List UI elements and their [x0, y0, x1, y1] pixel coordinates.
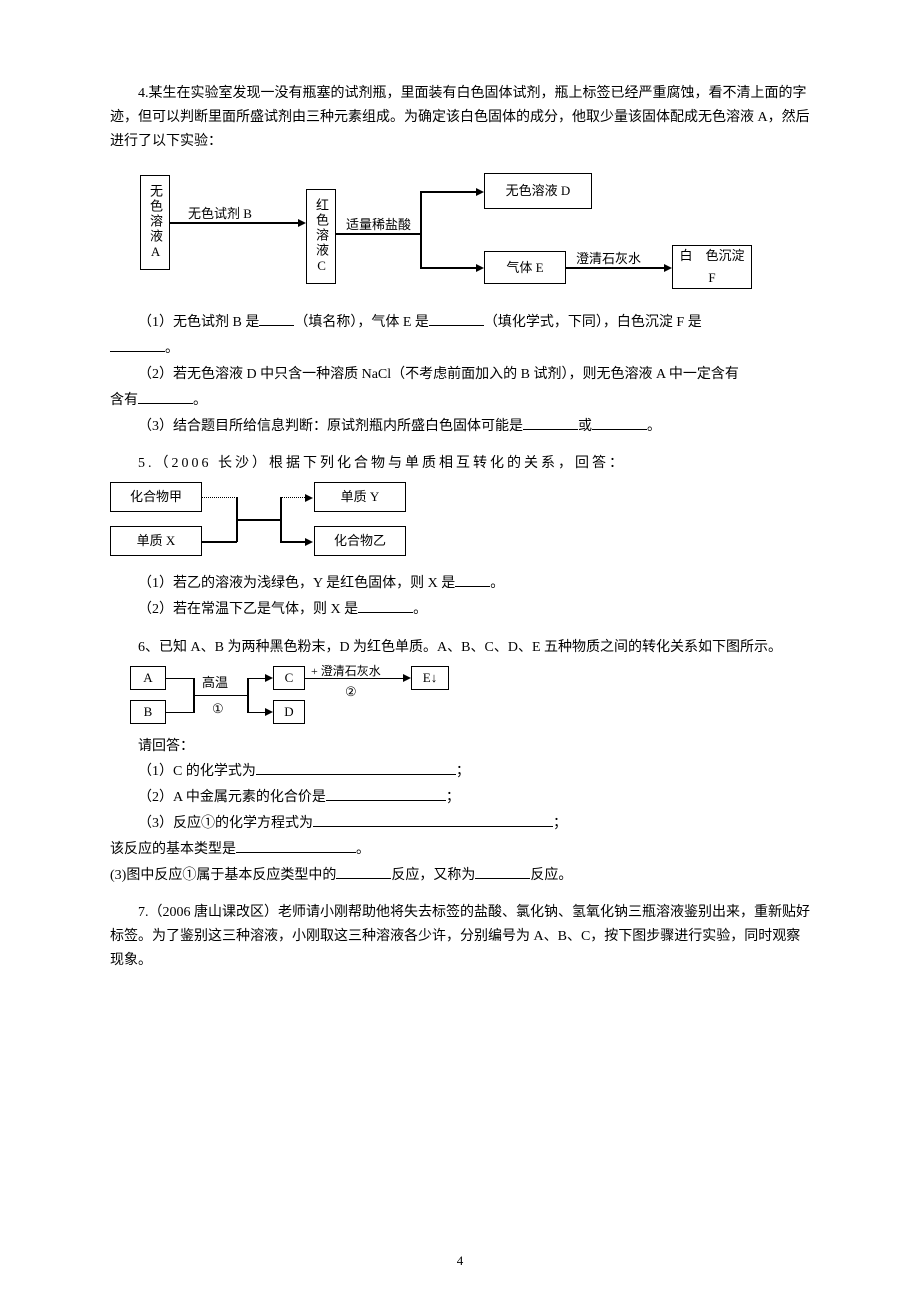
q6-lbl-hi: 高温: [202, 672, 228, 694]
q6-intro: 6、已知 A、B 为两种黑色粉末，D 为红色单质。A、B、C、D、E 五种物质之…: [110, 636, 810, 660]
line-r1: [280, 497, 307, 500]
blank: [336, 864, 391, 879]
q4-p2: （2）若无色溶液 D 中只含一种溶质 NaCl（不考虑前面加入的 B 试剂），则…: [110, 363, 810, 387]
q4-box-d: 无色溶液 D: [484, 173, 592, 209]
l-to-c: [247, 678, 267, 680]
ah-e: [403, 674, 411, 682]
line-rv: [280, 497, 282, 542]
line-fork-up: [420, 191, 422, 234]
q6-circ2: ②: [345, 681, 357, 703]
blank: [236, 838, 356, 853]
blank: [523, 415, 578, 430]
q5-diagram: 化合物甲 单质 X 单质 Y 化合物乙: [110, 480, 470, 562]
q6-lbl-lime: + 澄清石灰水: [311, 661, 381, 681]
q7-intro: 7.（2006 唐山课改区）老师请小刚帮助他将失去标签的盐酸、氯化钠、氢氧化钠三…: [110, 901, 810, 972]
blank: [110, 337, 165, 352]
q5-box1: 化合物甲: [110, 482, 202, 512]
q4-box-f: 白 色沉淀 F: [672, 245, 752, 289]
q4-box-a: 无色溶液A: [140, 175, 170, 270]
q4-label-b: 无色试剂 B: [188, 203, 252, 225]
l-mid: [193, 695, 248, 697]
blank: [358, 598, 413, 613]
l-a: [166, 678, 194, 680]
q5-box3: 单质 Y: [314, 482, 406, 512]
q6-box-b: B: [130, 700, 166, 724]
q4-box-e: 气体 E: [484, 251, 566, 284]
q4-p1-cont: 。: [110, 337, 810, 361]
l-cd-v: [247, 678, 249, 713]
blank: [313, 812, 553, 827]
blank: [256, 760, 456, 775]
line-to-d: [420, 191, 478, 193]
line-fork-down: [420, 233, 422, 268]
q5-box4: 化合物乙: [314, 526, 406, 556]
arrow-r2: [305, 538, 313, 546]
line-mid: [236, 519, 281, 521]
line-l2: [202, 541, 237, 543]
q4-box-c: 红色溶液C: [306, 189, 336, 284]
q4-label-lime: 澄清石灰水: [576, 248, 641, 270]
page-number: 4: [457, 1250, 464, 1272]
q4-p3: （3）结合题目所给信息判断：原试剂瓶内所盛白色固体可能是或。: [110, 415, 810, 439]
blank: [455, 572, 490, 587]
blank: [259, 311, 294, 326]
blank: [475, 864, 530, 879]
q4-diagram: 无色溶液A 无色试剂 B 红色溶液C 适量稀盐酸 无色溶液 D 气体 E 澄清石…: [140, 165, 780, 295]
q6-box-d: D: [273, 700, 305, 724]
l-b: [166, 712, 194, 714]
ah-d: [265, 708, 273, 716]
line-to-e: [420, 267, 478, 269]
q6-p4: (3)图中反应①属于基本反应类型中的反应，又称为反应。: [110, 864, 810, 888]
q5-p1: （1）若乙的溶液为浅绿色，Y 是红色固体，则 X 是。: [110, 572, 810, 596]
q6-box-a: A: [130, 666, 166, 690]
q6-p1: （1）C 的化学式为；: [110, 760, 810, 784]
q5-p2: （2）若在常温下乙是气体，则 X 是。: [110, 598, 810, 622]
q4-p2-cont: 含有。: [110, 389, 810, 413]
q4-p1: （1）无色试剂 B 是（填名称），气体 E 是（填化学式，下同），白色沉淀 F …: [110, 311, 810, 335]
q4-intro: 4.某生在实验室发现一没有瓶塞的试剂瓶，里面装有白色固体试剂，瓶上标签已经严重腐…: [110, 82, 810, 153]
q5-box2: 单质 X: [110, 526, 202, 556]
q6-p2: （2）A 中金属元素的化合价是；: [110, 786, 810, 810]
l-to-d: [247, 712, 267, 714]
q6-box-c: C: [273, 666, 305, 690]
q6-circ1: ①: [212, 698, 224, 720]
q4-label-hcl: 适量稀盐酸: [346, 214, 411, 236]
q6-ask: 请回答：: [138, 735, 810, 759]
blank: [326, 786, 446, 801]
q6-diagram: A B 高温 ① C D + 澄清石灰水 ② E↓: [130, 664, 490, 729]
arrow-head-f: [664, 264, 672, 272]
arrow-head-e: [476, 264, 484, 272]
q6-p3b: 该反应的基本类型是。: [110, 838, 810, 862]
ah-c: [265, 674, 273, 682]
blank: [429, 311, 484, 326]
line-r2: [280, 541, 307, 543]
line-l1: [202, 497, 237, 500]
q6-box-e: E↓: [411, 666, 449, 690]
blank: [138, 389, 193, 404]
arrow-r1: [305, 494, 313, 502]
arrow-head-ac: [298, 219, 306, 227]
q5-intro: 5.（2006 长沙）根据下列化合物与单质相互转化的关系，回答：: [110, 452, 810, 476]
blank: [592, 415, 647, 430]
q6-p3: （3）反应①的化学方程式为；: [110, 812, 810, 836]
page: 4.某生在实验室发现一没有瓶塞的试剂瓶，里面装有白色固体试剂，瓶上标签已经严重腐…: [0, 0, 920, 1302]
arrow-head-d: [476, 188, 484, 196]
